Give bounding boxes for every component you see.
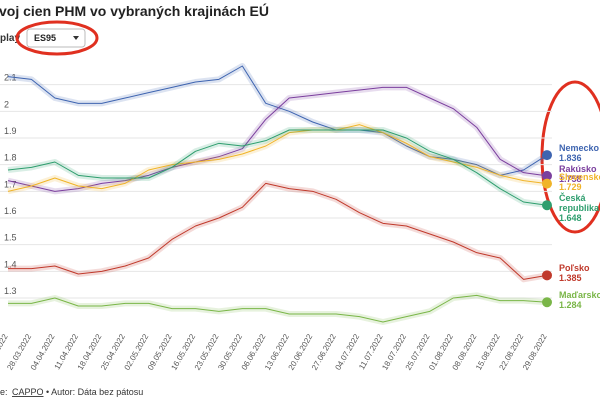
plot: 1.31.41.51.61.71.81.922.121.03.202228.03… [0,63,552,372]
y-tick-label: 1.8 [4,153,17,163]
series-label: Slovensko 1.729 [559,172,600,192]
footer-source[interactable]: CAPPO [12,387,44,397]
x-tick-label: 29.08.2022 [521,332,549,372]
series-label: Česká republika 1.648 [559,193,600,223]
value-label: 1.385 [559,273,582,284]
end-point [542,297,552,308]
y-tick-label: 1.5 [4,233,17,243]
value-label: 1.836 [559,153,582,164]
series-line [7,65,548,176]
y-tick-label: 1.4 [4,259,17,269]
series-line [7,129,548,206]
legend-name: Česká republika [559,193,600,214]
y-tick-label: 1.6 [4,206,17,216]
y-tick-label: 1.3 [4,286,17,296]
series-label: Poľsko 1.385 [559,263,600,283]
end-point [542,270,552,281]
value-label: 1.648 [559,213,582,224]
value-label: 1.284 [559,300,582,311]
end-point [542,170,552,181]
end-point [542,178,552,189]
control-label: play [0,33,20,44]
dropdown[interactable] [26,28,86,48]
series-line [7,86,548,192]
legend-name: Slovensko [559,171,600,182]
legend-name: Poľsko [559,263,590,274]
y-tick-label: 2 [4,99,9,109]
footer-prefix: e: [0,387,8,397]
footer-author: • Autor: Dáta bez pátosu [46,387,143,397]
end-point [542,200,552,211]
series-label: Maďarsko 1.284 [559,290,600,310]
value-label: 1.758 [559,173,582,184]
series-halo [8,180,548,283]
y-tick-label: 1.7 [4,179,17,189]
series-line [8,182,548,280]
highlight [540,80,600,234]
series-line [8,294,548,323]
legend-name: Maďarsko [559,290,600,301]
value-label: 1.729 [559,181,582,192]
legend-name: Rakúsko [559,163,597,174]
series-halo [8,292,548,325]
series-label: Rakúsko 1.758 [559,164,600,184]
chart-title: voj cien PHM vo vybraných krajinách EÚ [0,2,269,19]
dropdown-arrow [73,36,79,40]
series-line [7,124,548,192]
series-label: Nemecko 1.836 [559,143,600,163]
dropdown-value[interactable]: ES95 [34,33,56,43]
y-tick-label: 2.1 [4,73,17,83]
y-tick-label: 1.9 [4,126,17,136]
legend-name: Nemecko [559,143,600,154]
end-point [542,150,552,161]
highlight [15,20,99,56]
